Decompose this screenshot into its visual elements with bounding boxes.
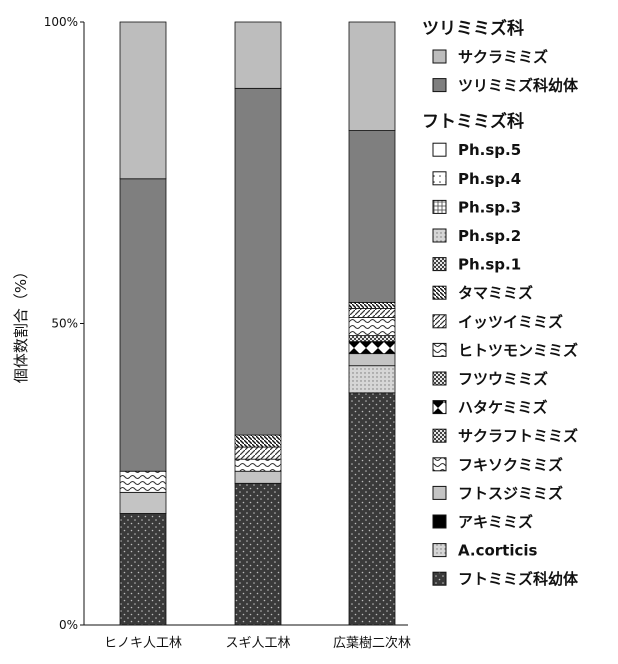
- bar-segment: [348, 335, 396, 342]
- legend-swatch: [432, 78, 447, 93]
- bar-segment: [119, 491, 167, 514]
- bar-stack: [234, 21, 282, 626]
- bar-segment: [119, 178, 167, 472]
- bar-segment: [348, 317, 396, 336]
- legend-group-title: フトミミズ科: [422, 111, 524, 132]
- bar-segment: [234, 446, 282, 460]
- bar-segment: [119, 513, 167, 626]
- legend-swatch: [432, 228, 447, 243]
- legend-label: フキソクミミズ: [458, 456, 563, 474]
- x-category-label: 広葉樹二次林: [333, 635, 411, 651]
- bar-segment: [348, 353, 396, 367]
- legend-label: サクラフトミミズ: [458, 427, 578, 445]
- legend-label: アキミミズ: [458, 513, 533, 531]
- legend-swatch: [432, 257, 447, 272]
- legend-label: ツリミミズ科幼体: [458, 77, 579, 95]
- legend-swatch: [432, 400, 447, 415]
- legend-swatch: [432, 49, 447, 64]
- legend-label: ハタケミミズ: [458, 399, 548, 417]
- legend-label: Ph.sp.2: [458, 227, 521, 245]
- y-tick-label: 0%: [59, 618, 78, 632]
- legend-swatch: [432, 199, 447, 214]
- bar-segment: [234, 87, 282, 436]
- legend-label: タマミミズ: [458, 284, 533, 302]
- x-category-label: ヒノキ人工林: [104, 636, 182, 651]
- legend-swatch: [432, 457, 447, 472]
- bar-segment: [348, 21, 396, 131]
- bar-stack: [119, 21, 167, 626]
- legend-swatch: [432, 485, 447, 500]
- legend-swatch: [432, 314, 447, 329]
- legend-label: フツウミミズ: [458, 370, 548, 388]
- legend-swatch: [432, 571, 447, 586]
- bar-segment: [348, 341, 396, 355]
- axis-layer: 0% 50% 100% 個体数割合（%） ヒノキ人工林 スギ人工林 広葉樹二次林: [12, 15, 411, 651]
- bar-segment: [234, 21, 282, 89]
- legend-swatch: [432, 371, 447, 386]
- legend-label: フトミミズ科幼体: [458, 570, 579, 588]
- legend-label: イッツイミミズ: [458, 313, 563, 331]
- legend-label: A.corticis: [458, 542, 538, 560]
- legend-label: Ph.sp.5: [458, 141, 521, 159]
- bar-segment: [234, 458, 282, 472]
- bar-segment: [348, 308, 396, 318]
- bar-segment: [348, 130, 396, 303]
- legend-swatch: [432, 171, 447, 186]
- x-category-label: スギ人工林: [225, 636, 290, 651]
- bar-stack: [348, 21, 396, 626]
- y-axis-label: 個体数割合（%）: [12, 264, 30, 383]
- legend-label: サクラミミズ: [458, 48, 548, 66]
- y-tick-label: 50%: [51, 317, 78, 331]
- bars-layer: [119, 21, 396, 626]
- bar-segment: [119, 470, 167, 493]
- bar-segment: [348, 365, 396, 394]
- legend-swatch: [432, 142, 447, 157]
- legend-swatch: [432, 428, 447, 443]
- legend-group-title: ツリミミズ科: [422, 18, 524, 39]
- y-tick-label: 100%: [44, 15, 78, 29]
- legend-swatch: [432, 543, 447, 558]
- bar-segment: [348, 392, 396, 626]
- legend-swatch: [432, 285, 447, 300]
- bar-segment: [234, 482, 282, 626]
- bar-segment: [348, 301, 396, 309]
- bar-segment: [234, 434, 282, 448]
- legend-label: フトスジミミズ: [458, 484, 563, 502]
- legend-label: ヒトツモンミミズ: [458, 341, 578, 359]
- legend-label: Ph.sp.4: [458, 170, 521, 188]
- legend-swatch: [432, 514, 447, 529]
- legend-swatch: [432, 342, 447, 357]
- legend-label: Ph.sp.3: [458, 198, 521, 216]
- bar-segment: [119, 21, 167, 180]
- legend-label: Ph.sp.1: [458, 256, 521, 274]
- bar-segment: [234, 470, 282, 484]
